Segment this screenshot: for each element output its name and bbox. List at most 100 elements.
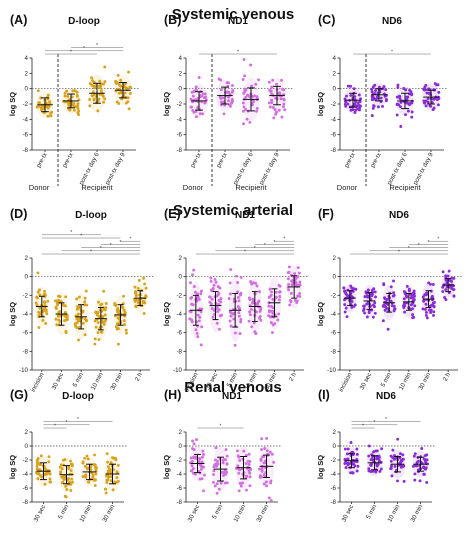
y-tick-label: -6 bbox=[330, 132, 336, 139]
data-point bbox=[192, 89, 196, 93]
data-point bbox=[104, 491, 108, 495]
data-point bbox=[228, 281, 232, 285]
data-point bbox=[249, 63, 253, 67]
data-point bbox=[93, 319, 97, 323]
data-point bbox=[229, 104, 232, 108]
data-point bbox=[55, 323, 59, 327]
data-point bbox=[96, 331, 100, 335]
data-point bbox=[214, 280, 218, 284]
data-point bbox=[210, 307, 214, 310]
panel-letter: (E) bbox=[164, 207, 181, 221]
data-point bbox=[429, 311, 433, 314]
data-point bbox=[343, 100, 347, 103]
data-point bbox=[143, 282, 147, 286]
data-point bbox=[97, 300, 100, 304]
data-point bbox=[293, 272, 297, 275]
data-point bbox=[358, 106, 362, 110]
data-point bbox=[378, 469, 382, 473]
data-point bbox=[216, 459, 219, 463]
data-point bbox=[265, 449, 269, 453]
data-point bbox=[46, 114, 50, 118]
x-tick-label: incision bbox=[30, 371, 46, 393]
data-point bbox=[122, 319, 126, 323]
data-point bbox=[272, 116, 276, 120]
y-tick-label: 0 bbox=[25, 274, 29, 281]
significance-asterisk: * bbox=[90, 249, 92, 255]
data-point bbox=[144, 286, 148, 290]
y-tick-label: -2 bbox=[176, 101, 182, 108]
data-point bbox=[367, 467, 371, 471]
data-point bbox=[123, 314, 126, 318]
data-point bbox=[61, 458, 65, 462]
x-tick-label: 30 min bbox=[101, 503, 116, 523]
data-point bbox=[90, 83, 94, 87]
significance-asterisk: * bbox=[120, 240, 122, 246]
y-tick-label: -4 bbox=[330, 311, 336, 318]
data-point bbox=[268, 450, 272, 454]
x-tick-label: 5 min bbox=[365, 503, 379, 520]
data-point bbox=[356, 464, 360, 468]
data-point bbox=[277, 312, 281, 316]
data-point bbox=[403, 310, 407, 314]
data-point bbox=[275, 82, 279, 86]
data-point bbox=[255, 284, 259, 288]
data-point bbox=[95, 313, 99, 317]
data-point bbox=[413, 472, 417, 476]
data-point bbox=[412, 291, 416, 295]
y-tick-label: -6 bbox=[22, 485, 28, 492]
data-point bbox=[209, 279, 213, 283]
panel-title: ND1 bbox=[228, 16, 248, 27]
panel-letter: (D) bbox=[10, 207, 27, 221]
data-point bbox=[441, 290, 445, 293]
data-point bbox=[92, 93, 96, 97]
data-point bbox=[298, 280, 302, 284]
data-point bbox=[267, 314, 271, 318]
data-point bbox=[382, 85, 386, 89]
data-point bbox=[424, 313, 428, 317]
data-point bbox=[191, 273, 194, 277]
data-point bbox=[409, 303, 413, 307]
data-point bbox=[280, 78, 283, 82]
data-point bbox=[76, 106, 80, 110]
data-point bbox=[218, 327, 221, 331]
data-point bbox=[99, 89, 103, 93]
data-point bbox=[41, 318, 45, 322]
data-point bbox=[389, 459, 393, 463]
data-point bbox=[103, 313, 107, 317]
data-point bbox=[123, 311, 127, 315]
data-point bbox=[238, 332, 242, 336]
data-point bbox=[389, 285, 393, 289]
data-point bbox=[194, 328, 198, 332]
x-tick-label: post-tx day 6 bbox=[232, 151, 255, 186]
data-point bbox=[116, 81, 120, 85]
y-tick-label: 0 bbox=[25, 443, 29, 450]
data-point bbox=[242, 91, 246, 95]
data-point bbox=[116, 479, 120, 483]
x-tick-label: 5 min bbox=[72, 371, 86, 388]
x-tick-label: 2 h bbox=[442, 371, 452, 382]
data-point bbox=[84, 319, 88, 323]
data-point bbox=[197, 298, 201, 301]
data-point bbox=[104, 302, 108, 305]
data-point bbox=[344, 466, 348, 470]
data-point bbox=[218, 314, 222, 318]
data-point bbox=[423, 454, 427, 458]
data-point bbox=[374, 470, 378, 474]
data-point bbox=[63, 310, 67, 314]
data-point bbox=[237, 471, 241, 475]
data-point bbox=[367, 444, 371, 448]
data-point bbox=[425, 480, 429, 484]
data-point bbox=[211, 473, 215, 476]
data-point bbox=[229, 268, 233, 272]
data-point bbox=[247, 296, 251, 300]
data-point bbox=[224, 448, 228, 452]
data-point bbox=[93, 484, 97, 487]
data-point bbox=[362, 307, 366, 311]
data-point bbox=[381, 104, 384, 108]
data-point bbox=[282, 97, 286, 101]
data-point bbox=[345, 293, 349, 297]
data-point bbox=[190, 460, 194, 463]
data-point bbox=[42, 308, 46, 312]
data-point bbox=[215, 482, 219, 486]
